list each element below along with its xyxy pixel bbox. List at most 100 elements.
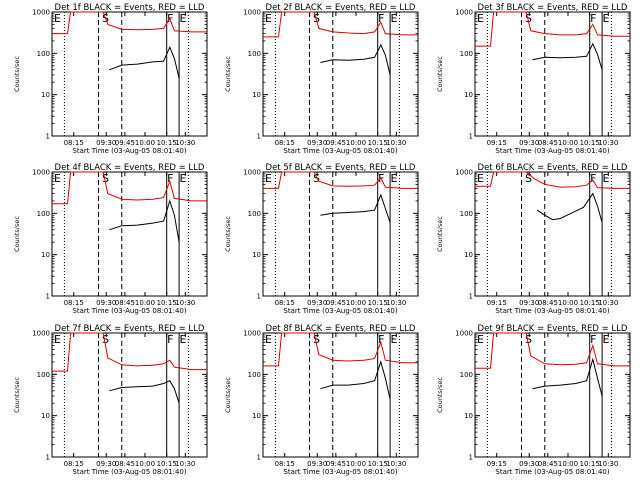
x-axis-label: Start Time (03-Aug-05 08:01:40): [495, 468, 609, 476]
x-tick-label: 09:15: [487, 299, 507, 307]
events-series-line: [320, 193, 391, 223]
segment-marker-label: E: [477, 333, 484, 346]
events-series-line: [109, 380, 180, 404]
y-tick-label: 1000: [32, 169, 50, 177]
x-tick-label: 10:15: [368, 139, 388, 147]
chart-panel: Det 7f BLACK = Events, RED = LLD 1 10 100 10…: [13, 324, 208, 476]
x-tick-label: 10:00: [346, 460, 366, 468]
y-tick-label: 1000: [243, 169, 261, 177]
x-tick-label: 10:00: [558, 460, 578, 468]
y-tick-label: 100: [37, 371, 50, 379]
x-tick-label: 10:00: [135, 299, 155, 307]
x-tick-label: 09:45: [115, 139, 135, 147]
x-tick-label: 10:30: [386, 139, 406, 147]
y-tick-label: 100: [37, 210, 50, 218]
x-tick-label: 10:00: [346, 139, 366, 147]
segment-marker-label: E: [477, 12, 484, 25]
y-axis-label: Counts/sec: [224, 216, 232, 252]
x-tick-label: 08:15: [275, 460, 295, 468]
y-tick-label: 10: [252, 412, 261, 420]
plot-frame: [474, 11, 631, 137]
segment-marker-label: F: [378, 333, 384, 346]
x-tick-label: 10:15: [580, 139, 600, 147]
x-tick-label: 10:15: [580, 460, 600, 468]
x-tick-label: 10:15: [157, 139, 177, 147]
lld-series-line: [52, 332, 207, 372]
segment-marker-label: E: [265, 172, 272, 185]
y-tick-label: 1: [46, 133, 50, 141]
lld-series-line: [52, 171, 207, 205]
y-tick-label: 1: [257, 293, 261, 301]
y-tick-label: 1: [257, 454, 261, 462]
events-series-line: [320, 43, 391, 76]
x-tick-label: 10:15: [157, 299, 177, 307]
segment-marker-label: E: [391, 172, 398, 185]
chart-panel: Det 6f BLACK = Events, RED = LLD 1 10 100 10…: [436, 163, 631, 315]
plot-frame: [262, 332, 419, 458]
chart-title: Det 1f BLACK = Events, RED = LLD: [55, 3, 205, 13]
segment-marker-label: E: [603, 172, 610, 185]
x-tick-label: 10:30: [386, 299, 406, 307]
x-axis-label: Start Time (03-Aug-05 08:01:40): [283, 147, 397, 155]
chart-title: Det 6f BLACK = Events, RED = LLD: [478, 163, 628, 173]
chart-title: Det 7f BLACK = Events, RED = LLD: [55, 324, 205, 334]
y-tick-label: 100: [248, 210, 261, 218]
x-tick-label: 10:00: [135, 460, 155, 468]
segment-marker-label: E: [54, 12, 61, 25]
segment-marker-label: E: [265, 12, 272, 25]
y-tick-label: 1: [46, 293, 50, 301]
segment-marker-label: F: [378, 12, 384, 25]
x-axis-label: Start Time (03-Aug-05 08:01:40): [495, 147, 609, 155]
segment-marker-label: F: [167, 333, 173, 346]
x-tick-label: 10:00: [346, 299, 366, 307]
y-tick-label: 1000: [32, 330, 50, 338]
y-tick-label: 10: [252, 251, 261, 259]
segment-marker-label: E: [603, 333, 610, 346]
x-tick-label: 08:45: [538, 139, 558, 147]
lld-series-line: [263, 332, 418, 367]
x-axis-label: Start Time (03-Aug-05 08:01:40): [72, 468, 186, 476]
x-tick-label: 09:15: [487, 139, 507, 147]
chart-panel: Det 3f BLACK = Events, RED = LLD 1 10 100 10…: [436, 3, 631, 155]
x-tick-label: 10:30: [175, 460, 195, 468]
segment-marker-label: F: [167, 172, 173, 185]
x-tick-label: 10:00: [558, 139, 578, 147]
segment-marker-label: E: [603, 12, 610, 25]
lld-series-line: [263, 11, 418, 38]
y-axis-label: Counts/sec: [13, 56, 21, 92]
events-series-line: [536, 192, 603, 223]
y-tick-label: 100: [460, 371, 473, 379]
segment-marker-label: E: [391, 333, 398, 346]
segment-marker-label: S: [102, 172, 109, 185]
segment-marker-label: E: [54, 172, 61, 185]
chart-title: Det 2f BLACK = Events, RED = LLD: [266, 3, 416, 13]
x-tick-label: 09:15: [487, 460, 507, 468]
chart-panel: Det 5f BLACK = Events, RED = LLD 1 10 100 10…: [224, 163, 419, 315]
segment-marker-label: F: [590, 172, 596, 185]
x-tick-label: 08:15: [64, 139, 84, 147]
x-axis-label: Start Time (03-Aug-05 08:01:40): [283, 468, 397, 476]
y-tick-label: 100: [37, 50, 50, 58]
x-tick-label: 10:15: [580, 299, 600, 307]
plot-frame: [51, 332, 208, 458]
x-tick-label: 09:45: [326, 460, 346, 468]
segment-marker-label: E: [54, 333, 61, 346]
x-tick-label: 08:15: [64, 299, 84, 307]
y-tick-label: 1000: [243, 9, 261, 17]
x-tick-label: 08:45: [538, 299, 558, 307]
plot-frame: [474, 332, 631, 458]
segment-marker-label: S: [525, 172, 532, 185]
events-series-line: [532, 357, 603, 397]
chart-title: Det 9f BLACK = Events, RED = LLD: [478, 324, 628, 334]
chart-title: Det 4f BLACK = Events, RED = LLD: [55, 163, 205, 173]
y-axis-label: Counts/sec: [224, 377, 232, 413]
x-tick-label: 09:30: [307, 460, 327, 468]
y-tick-label: 100: [248, 371, 261, 379]
x-tick-label: 09:30: [307, 299, 327, 307]
x-tick-label: 09:30: [519, 139, 539, 147]
y-axis-label: Counts/sec: [13, 216, 21, 252]
segment-marker-label: E: [391, 12, 398, 25]
events-series-line: [320, 360, 391, 400]
x-axis-label: Start Time (03-Aug-05 08:01:40): [72, 307, 186, 315]
segment-marker-label: S: [525, 333, 532, 346]
